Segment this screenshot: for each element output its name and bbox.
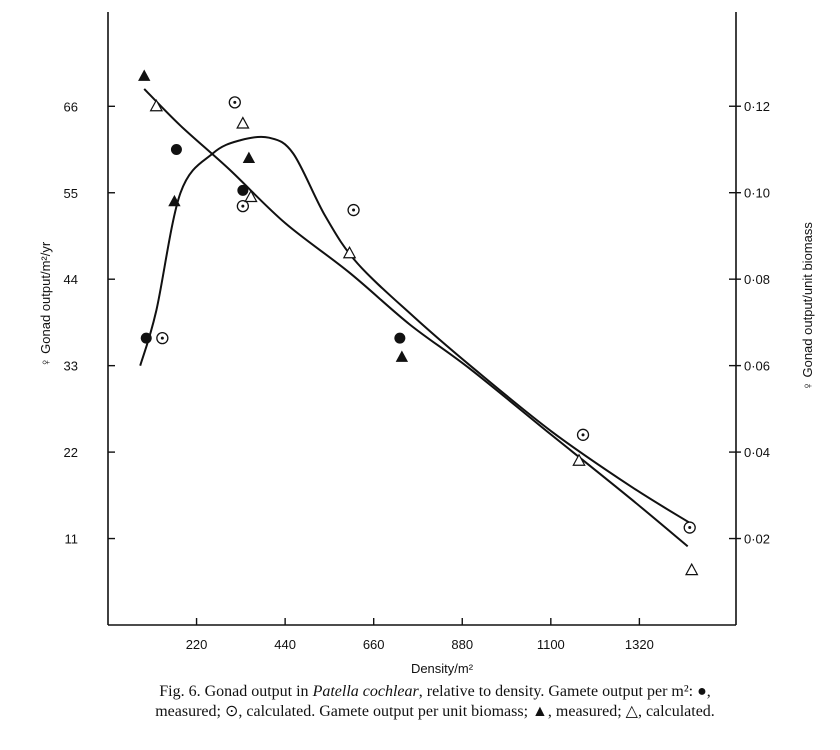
point-calculated-per-biomass (342, 245, 357, 259)
y-right-tick-label: 0·04 (744, 445, 770, 460)
point-calculated-per-biomass (572, 453, 586, 466)
point-dot (233, 100, 237, 104)
point-measured-per-biomass (168, 194, 181, 207)
point-dot (352, 208, 356, 212)
point-measured-per-biomass (242, 151, 256, 163)
caption-species: Patella cochlear (312, 683, 419, 700)
x-tick-label: 660 (363, 637, 385, 652)
point-dot (581, 433, 585, 437)
x-axis-title: Density/m² (411, 661, 474, 676)
y-left-tick-label: 44 (64, 272, 78, 287)
point-measured-per-m2 (237, 184, 249, 196)
point-calculated-per-m2 (236, 199, 250, 213)
point-calculated-per-m2 (683, 521, 696, 534)
caption-line-2: measured; ⊙, calculated. Gamete output p… (155, 703, 715, 720)
point-measured-per-biomass (138, 69, 151, 81)
y-left-tick-label: 66 (64, 99, 78, 114)
caption-prefix: Fig. 6. Gonad output in (159, 683, 313, 700)
point-dot (160, 336, 164, 340)
caption-suffix: , relative to density. Gamete output per… (418, 683, 711, 700)
y-axis-left-title: ♀ Gonad output/m²/yr (38, 241, 53, 367)
fitted-curve-per-biomass (143, 88, 689, 548)
point-calculated-per-biomass (149, 98, 164, 112)
x-tick-label: 440 (274, 637, 296, 652)
point-calculated-per-m2 (228, 96, 241, 109)
x-tick-label: 1320 (625, 637, 654, 652)
fitted-curve-per-m2 (139, 135, 691, 524)
point-dot (241, 204, 245, 208)
caption-line-1: Fig. 6. Gonad output in Patella cochlear… (40, 682, 830, 702)
point-measured-per-m2 (394, 332, 406, 344)
y-right-tick-label: 0·12 (744, 99, 770, 114)
x-tick-label: 880 (451, 637, 473, 652)
figure-caption: Fig. 6. Gonad output in Patella cochlear… (40, 682, 830, 722)
point-measured-per-m2 (140, 332, 152, 344)
point-calculated-per-biomass (244, 189, 258, 203)
point-dot (688, 526, 692, 530)
y-right-ticks: 0·02 0·04 0·06 0·08 0·10 0·12 (729, 99, 770, 547)
x-tick-label: 220 (186, 637, 208, 652)
point-calculated-per-m2 (156, 331, 169, 345)
y-left-tick-label: 33 (64, 359, 78, 374)
y-left-tick-label: 11 (65, 532, 79, 547)
point-measured-per-biomass (395, 350, 409, 362)
axes (107, 12, 737, 626)
y-right-tick-label: 0·08 (744, 272, 770, 287)
point-calculated-per-biomass (236, 116, 250, 129)
y-right-tick-label: 0·10 (744, 186, 770, 201)
x-ticks: 220 440 660 880 1100 1320 (186, 618, 654, 652)
point-measured-per-m2 (170, 144, 182, 156)
y-right-tick-label: 0·02 (744, 532, 770, 547)
fitted-curves (139, 88, 691, 548)
point-calculated-per-m2 (576, 428, 590, 441)
y-right-tick-label: 0·06 (744, 359, 770, 374)
point-calculated-per-biomass (685, 562, 699, 576)
point-calculated-per-m2 (347, 203, 360, 217)
y-left-tick-label: 55 (64, 186, 78, 201)
data-markers (138, 69, 699, 576)
y-axis-right-title: ♀ Gonad output/unit biomass (800, 222, 815, 391)
y-left-ticks: 11 22 33 44 55 66 (64, 99, 115, 547)
x-tick-label: 1100 (537, 637, 565, 652)
y-left-tick-label: 22 (64, 445, 78, 460)
